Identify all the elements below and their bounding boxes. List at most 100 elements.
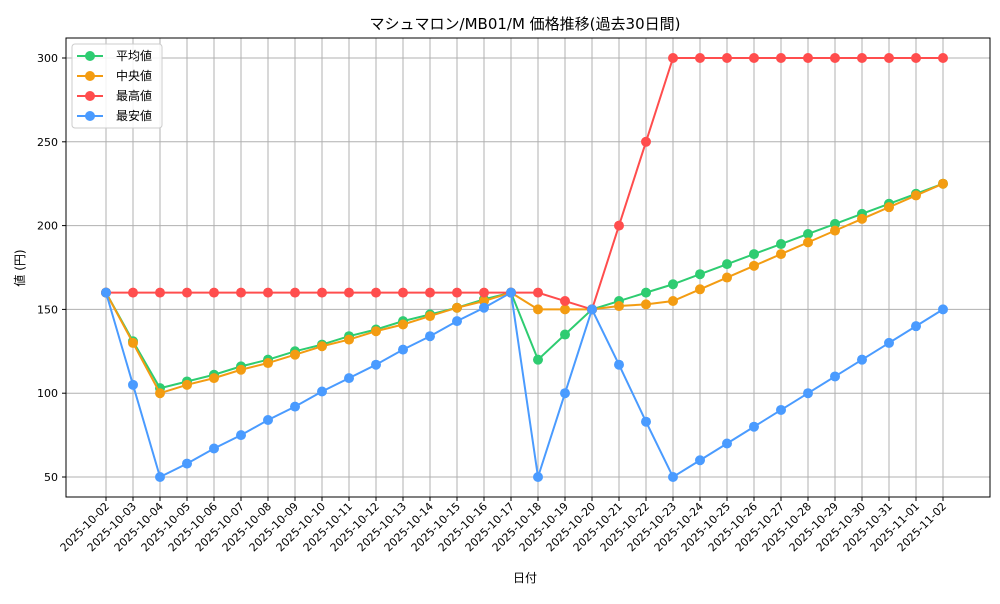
data-point — [830, 371, 840, 382]
data-point — [614, 359, 624, 370]
data-point — [452, 316, 462, 327]
data-point — [209, 287, 219, 298]
data-point — [425, 287, 435, 298]
data-point — [749, 53, 759, 63]
data-point — [722, 438, 732, 449]
data-point — [155, 287, 165, 298]
data-point — [857, 53, 867, 63]
data-point — [641, 299, 651, 310]
x-axis-label: 日付 — [513, 571, 537, 585]
data-point — [641, 287, 651, 298]
data-point — [749, 421, 759, 432]
data-point — [884, 202, 894, 213]
series-line — [105, 182, 944, 395]
data-point — [668, 279, 678, 290]
legend-label: 最安値 — [116, 108, 152, 123]
data-point — [938, 178, 948, 189]
data-point — [560, 304, 570, 315]
data-point — [884, 337, 894, 348]
data-point — [614, 220, 624, 231]
legend-marker-icon — [85, 91, 95, 101]
data-point — [236, 287, 246, 298]
data-point — [101, 287, 111, 298]
series-line — [105, 291, 944, 479]
data-point — [290, 349, 300, 360]
legend-item: 最高値 — [77, 88, 152, 103]
data-point — [398, 344, 408, 355]
data-point — [776, 239, 786, 250]
data-point — [317, 341, 327, 352]
series-平均値 — [101, 178, 948, 394]
data-point — [479, 302, 489, 313]
data-point — [776, 404, 786, 415]
data-point — [398, 319, 408, 330]
data-point — [344, 373, 354, 384]
data-point — [803, 237, 813, 248]
data-point — [695, 455, 705, 466]
data-point — [182, 287, 192, 298]
legend-label: 平均値 — [116, 48, 152, 63]
data-point — [263, 358, 273, 369]
data-point — [722, 272, 732, 283]
data-point — [317, 386, 327, 397]
data-point — [533, 354, 543, 365]
data-point — [803, 388, 813, 399]
y-tick-label: 150 — [37, 303, 58, 316]
series-中央値 — [101, 178, 948, 399]
data-point — [560, 296, 570, 307]
legend-marker-icon — [85, 51, 95, 61]
data-point — [830, 53, 840, 63]
data-point — [587, 304, 597, 315]
data-point — [668, 296, 678, 307]
data-point — [236, 364, 246, 375]
data-point — [560, 329, 570, 340]
data-point — [344, 334, 354, 345]
data-point — [803, 228, 813, 239]
legend-marker-icon — [85, 111, 95, 121]
data-point — [317, 287, 327, 298]
data-point — [182, 379, 192, 390]
data-point — [776, 53, 786, 63]
data-point — [479, 287, 489, 298]
data-point — [290, 287, 300, 298]
data-point — [911, 190, 921, 201]
data-point — [641, 136, 651, 147]
plot-area-frame — [65, 37, 991, 498]
data-point — [749, 260, 759, 271]
data-point — [668, 53, 678, 63]
data-point — [695, 284, 705, 295]
data-point — [425, 331, 435, 342]
chart-title: マシュマロン/MB01/M 価格推移(過去30日間) — [370, 15, 681, 33]
data-point — [884, 53, 894, 63]
legend-item: 最安値 — [77, 108, 152, 123]
data-point — [695, 269, 705, 280]
x-axis: 2025-10-022025-10-032025-10-042025-10-05… — [58, 497, 949, 554]
data-point — [290, 401, 300, 412]
y-axis-label: 値 (円) — [12, 249, 27, 286]
data-point — [857, 213, 867, 224]
data-point — [209, 443, 219, 454]
data-point — [776, 249, 786, 260]
y-axis: 50 100 150 200 250 300 — [37, 52, 66, 484]
data-point — [560, 388, 570, 399]
data-point — [398, 287, 408, 298]
data-point — [128, 337, 138, 348]
data-point — [236, 430, 246, 441]
grid-lines — [66, 38, 990, 497]
legend-box — [71, 43, 163, 129]
data-point — [938, 304, 948, 315]
data-point — [803, 53, 813, 63]
data-point — [641, 416, 651, 427]
data-point — [452, 287, 462, 298]
legend-label: 最高値 — [116, 88, 152, 103]
legend-marker-icon — [85, 71, 95, 81]
series-最高値 — [101, 53, 948, 315]
legend-item: 中央値 — [77, 68, 152, 83]
data-point — [749, 249, 759, 260]
data-point — [263, 415, 273, 426]
data-point — [371, 326, 381, 337]
series-layer — [101, 53, 948, 482]
